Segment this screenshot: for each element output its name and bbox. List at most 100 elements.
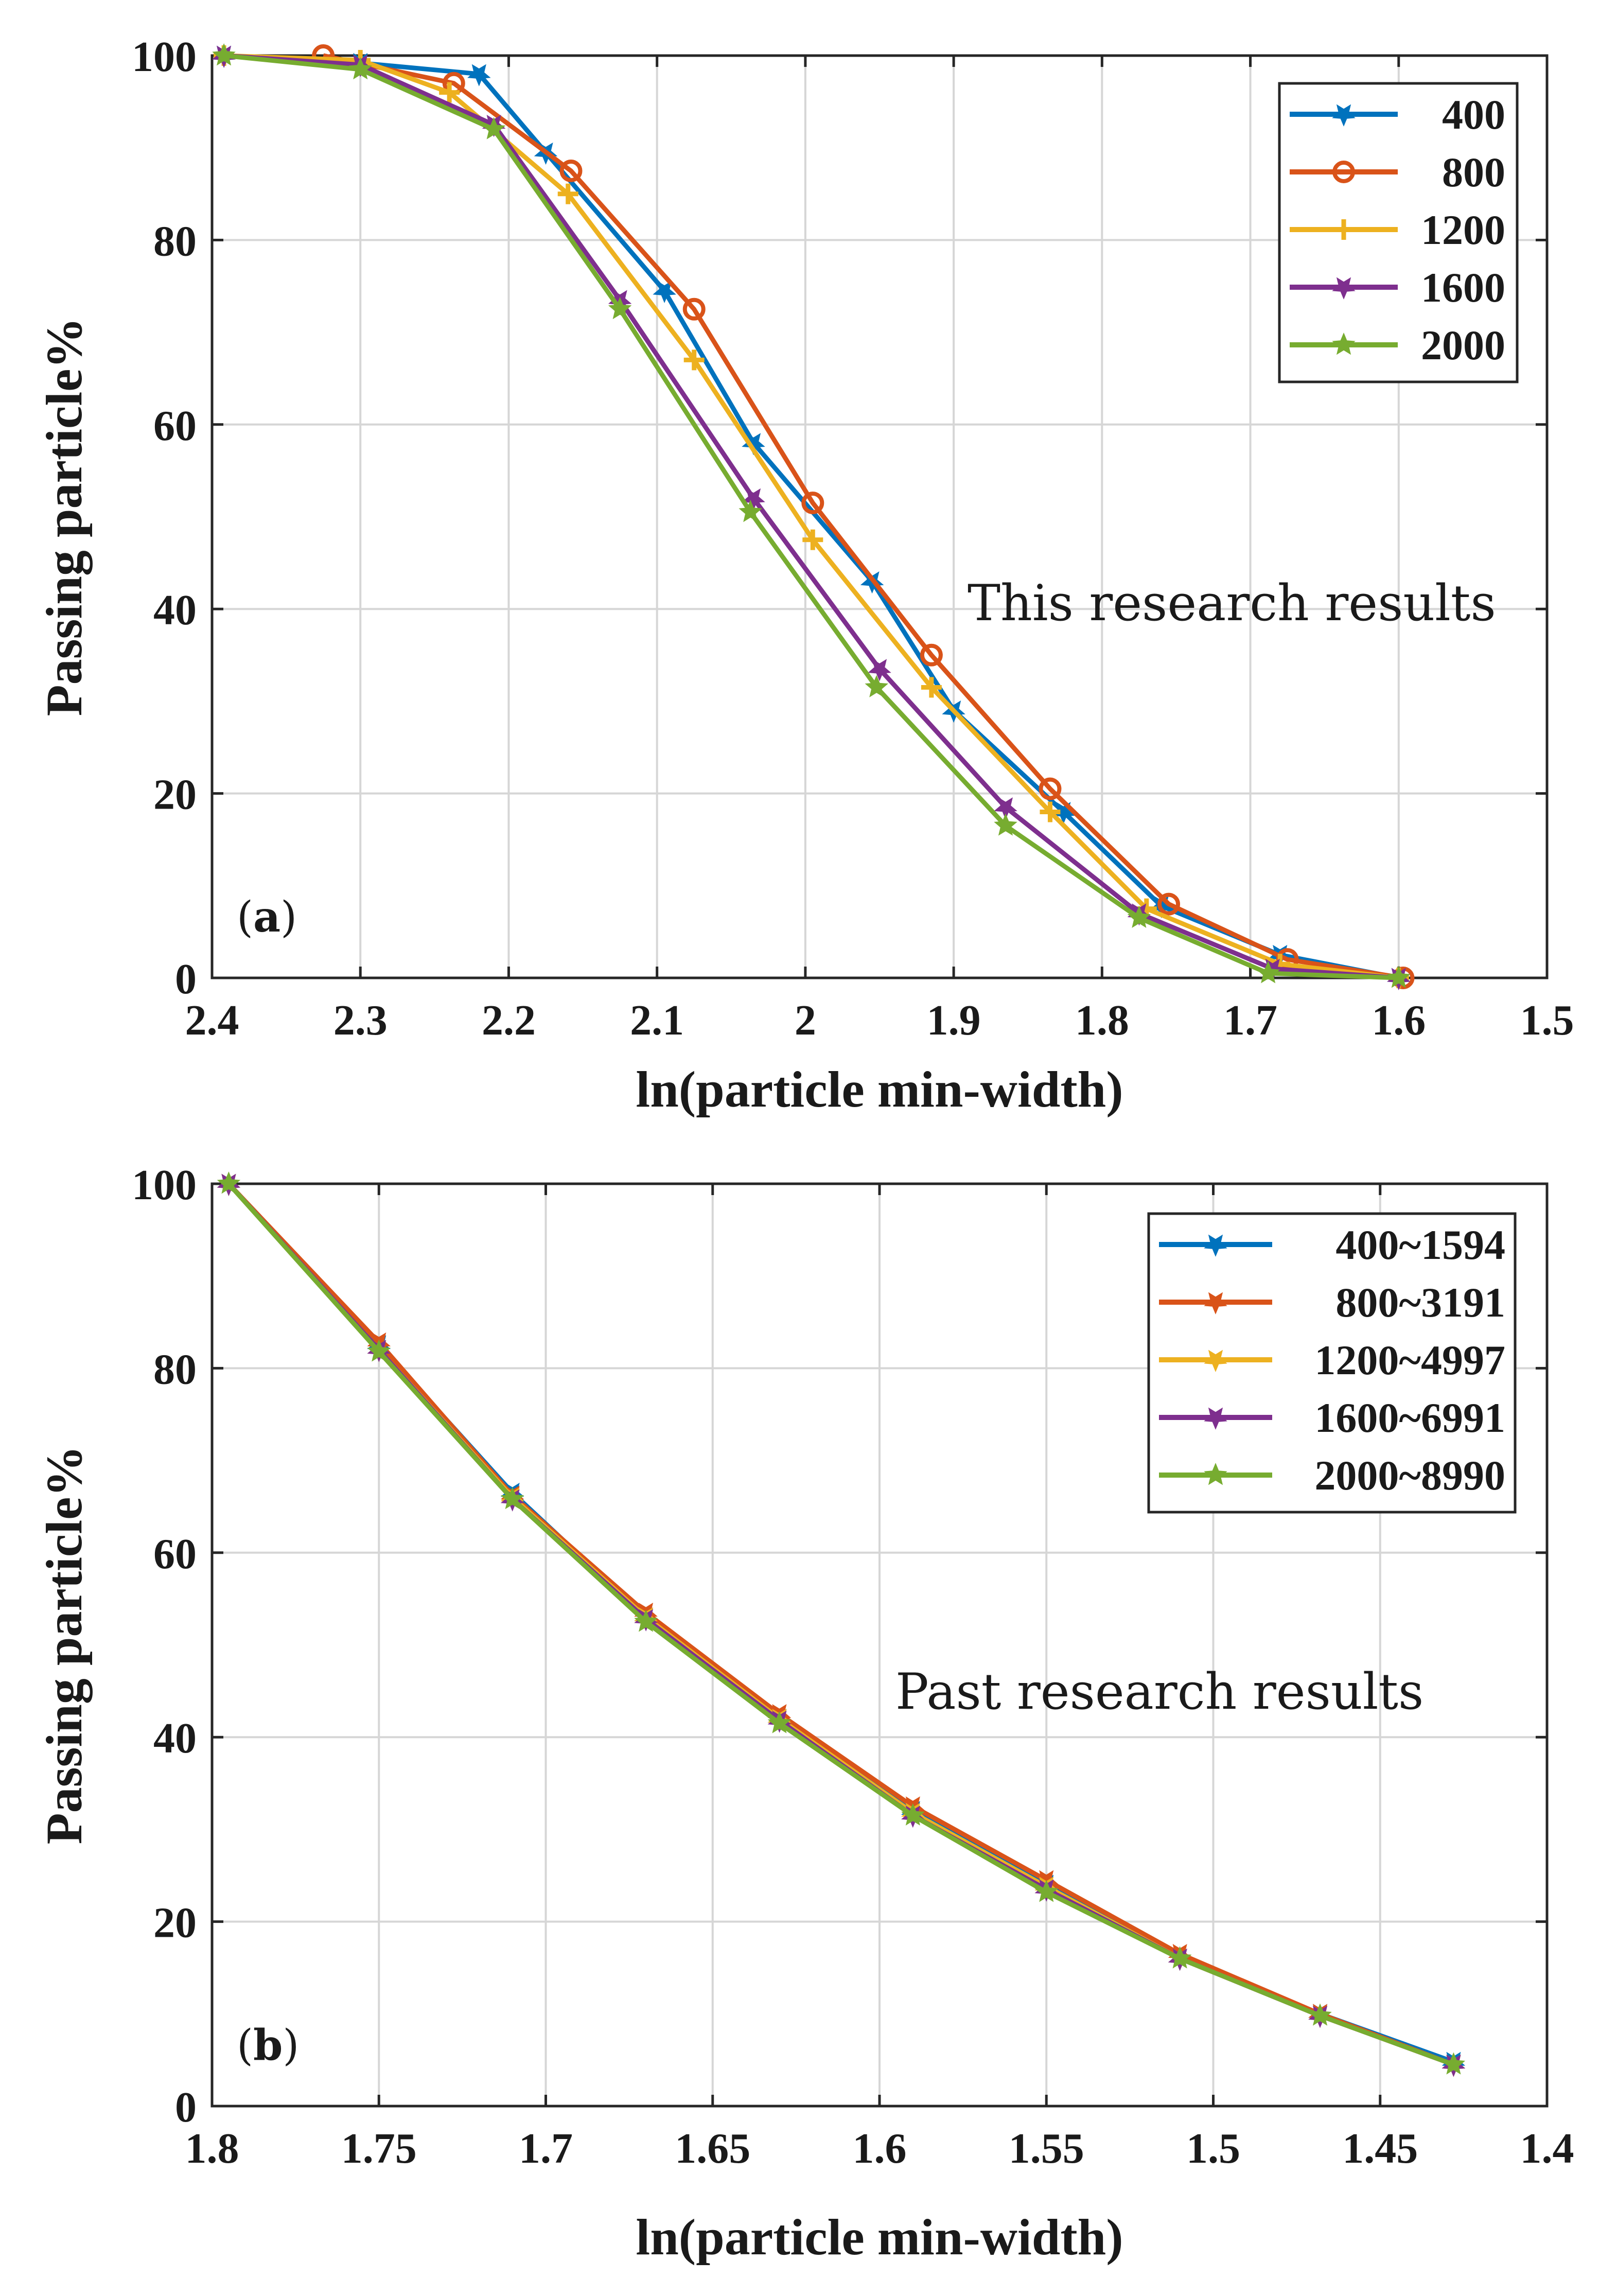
a-x-tick-label: 1.6 (1372, 996, 1426, 1044)
a-data-point-400 (653, 281, 676, 303)
a-data-point-800 (801, 492, 824, 515)
a-x-tick-label: 1.7 (1223, 996, 1277, 1044)
a-x-tick-label: 2.4 (185, 996, 239, 1044)
panel-a-legend-box (1278, 82, 1519, 383)
a-y-tick-label: 100 (132, 33, 197, 81)
panel-b-y-axis-title: Passing particle% (36, 1446, 93, 1845)
a-y-tick-label: 0 (175, 955, 197, 1003)
panel-a: 2.4 2.3 2.2 2.1 2 1.9 1.8 1.7 1.6 1.5 0 20 40 60 80 10… (36, 33, 1574, 1118)
a-data-point-2000 (994, 813, 1017, 836)
panel-b-annotation: Past research results (895, 1663, 1423, 1721)
a-y-tick-label: 20 (153, 771, 197, 819)
a-data-point-1600 (868, 659, 891, 681)
a-data-point-400 (467, 64, 491, 86)
panel-b-legend: 400~1594 800~3191 1200~4997 1600~6991 2000~8… (1147, 1212, 1517, 1514)
panel-a-plot-frame (210, 54, 1549, 979)
b-data-point-2000-8990 (901, 1803, 925, 1826)
a-series-line-800 (323, 53, 1404, 980)
b-x-tick-label: 1.5 (1186, 2125, 1240, 2172)
a-legend-marker (1333, 219, 1354, 240)
b-data-point-2000-8990 (1034, 1880, 1059, 1902)
a-data-point-800 (1157, 892, 1181, 916)
a-series-800 (312, 44, 1415, 989)
a-series-line-400 (223, 53, 1399, 980)
b-x-tick-label: 1.7 (519, 2125, 573, 2172)
panel-b-x-ticks: 1.8 1.75 1.7 1.65 1.6 1.55 1.5 1.45 1.4 (185, 1184, 1574, 2172)
b-series-line-800-3191 (227, 1182, 1454, 2067)
b-series-line-2000-8990 (227, 1182, 1454, 2067)
b-x-tick-label: 1.45 (1342, 2125, 1418, 2172)
a-x-tick-label: 1.8 (1075, 996, 1129, 1044)
b-data-point-2000-8990 (767, 1711, 792, 1733)
a-series-line-1600 (223, 53, 1399, 980)
b-legend-marker (1204, 1407, 1227, 1430)
a-data-point-800 (920, 643, 943, 667)
b-data-point-2000-8990 (367, 1339, 391, 1362)
a-series-line-2000 (223, 53, 1399, 980)
b-legend-item-1200-4997: 1200~4997 (1159, 1337, 1505, 1383)
a-x-tick-label: 2.3 (333, 996, 388, 1044)
b-data-point-2000-8990 (634, 1609, 658, 1632)
b-y-tick-label: 60 (153, 1530, 197, 1578)
a-legend-marker (1332, 332, 1356, 355)
a-data-point-1200 (802, 529, 823, 550)
b-data-point-2000-8990 (217, 1171, 241, 1194)
a-legend-item-2000: 2000 (1290, 322, 1505, 369)
b-series-2000-8990 (217, 1171, 1466, 2075)
panel-a-label-letter: a (253, 892, 280, 942)
a-legend-label: 1200 (1421, 206, 1505, 253)
b-legend-marker (1204, 1349, 1227, 1372)
a-legend-label: 1600 (1421, 264, 1505, 311)
panel-a-y-ticks: 0 20 40 60 80 100 (132, 33, 1547, 1003)
a-data-point-1200 (439, 82, 460, 103)
panel-b-label-letter: b (253, 2021, 283, 2070)
panel-a-legend: 400 800 1200 1600 2000 (1278, 82, 1519, 383)
a-y-tick-label: 40 (153, 586, 197, 634)
b-data-point-2000-8990 (1442, 2052, 1466, 2075)
a-legend-label: 2000 (1421, 322, 1505, 369)
a-data-point-2000 (608, 296, 632, 320)
b-legend-item-400-1594: 400~1594 (1159, 1221, 1505, 1268)
a-legend-marker (1332, 104, 1356, 127)
a-x-tick-label: 2.1 (630, 996, 684, 1044)
a-data-point-2000 (865, 675, 889, 697)
a-data-point-2000 (1387, 966, 1411, 988)
b-data-point-2000-8990 (500, 1486, 524, 1510)
a-series-2000 (212, 43, 1411, 988)
panel-a-grid (212, 56, 1547, 978)
a-data-point-1200 (921, 677, 942, 698)
panel-b-label: (b) (237, 2021, 299, 2070)
panel-a-series (212, 43, 1415, 990)
panel-a-x-ticks: 2.4 2.3 2.2 2.1 2 1.9 1.8 1.7 1.6 1.5 (185, 56, 1574, 1044)
a-legend-item-800: 800 (1290, 149, 1505, 196)
a-x-tick-label: 2.2 (482, 996, 536, 1044)
a-data-point-800 (1039, 777, 1062, 800)
b-data-point-2000-8990 (1168, 1946, 1192, 1969)
b-x-tick-label: 1.4 (1520, 2125, 1574, 2172)
a-data-point-800 (559, 160, 583, 182)
b-legend-label: 400~1594 (1335, 1221, 1505, 1268)
a-series-1200 (214, 45, 1409, 988)
b-legend-marker (1204, 1234, 1227, 1257)
b-data-point-2000-8990 (1308, 2003, 1332, 2026)
a-data-point-2000 (212, 43, 236, 66)
a-data-point-2000 (482, 117, 506, 139)
b-legend-item-2000-8990: 2000~8990 (1159, 1452, 1505, 1499)
a-legend-label: 400 (1442, 91, 1505, 138)
b-legend-item-1600-6991: 1600~6991 (1159, 1394, 1505, 1441)
b-x-tick-label: 1.6 (853, 2125, 907, 2172)
panel-a-annotation: This research results (968, 574, 1496, 632)
panel-b-series (217, 1171, 1466, 2077)
a-data-point-2000 (1256, 961, 1280, 984)
b-legend-label: 800~3191 (1335, 1279, 1505, 1326)
a-legend-item-400: 400 (1290, 91, 1505, 138)
a-legend-item-1200: 1200 (1290, 206, 1505, 253)
a-series-line-1200 (223, 53, 1399, 980)
a-data-point-2000 (1127, 905, 1151, 928)
a-data-point-2000 (348, 57, 372, 80)
b-legend-label: 1600~6991 (1314, 1394, 1505, 1441)
a-legend-marker (1332, 161, 1355, 183)
a-legend-item-1600: 1600 (1290, 264, 1505, 311)
b-x-tick-label: 1.8 (185, 2125, 239, 2172)
